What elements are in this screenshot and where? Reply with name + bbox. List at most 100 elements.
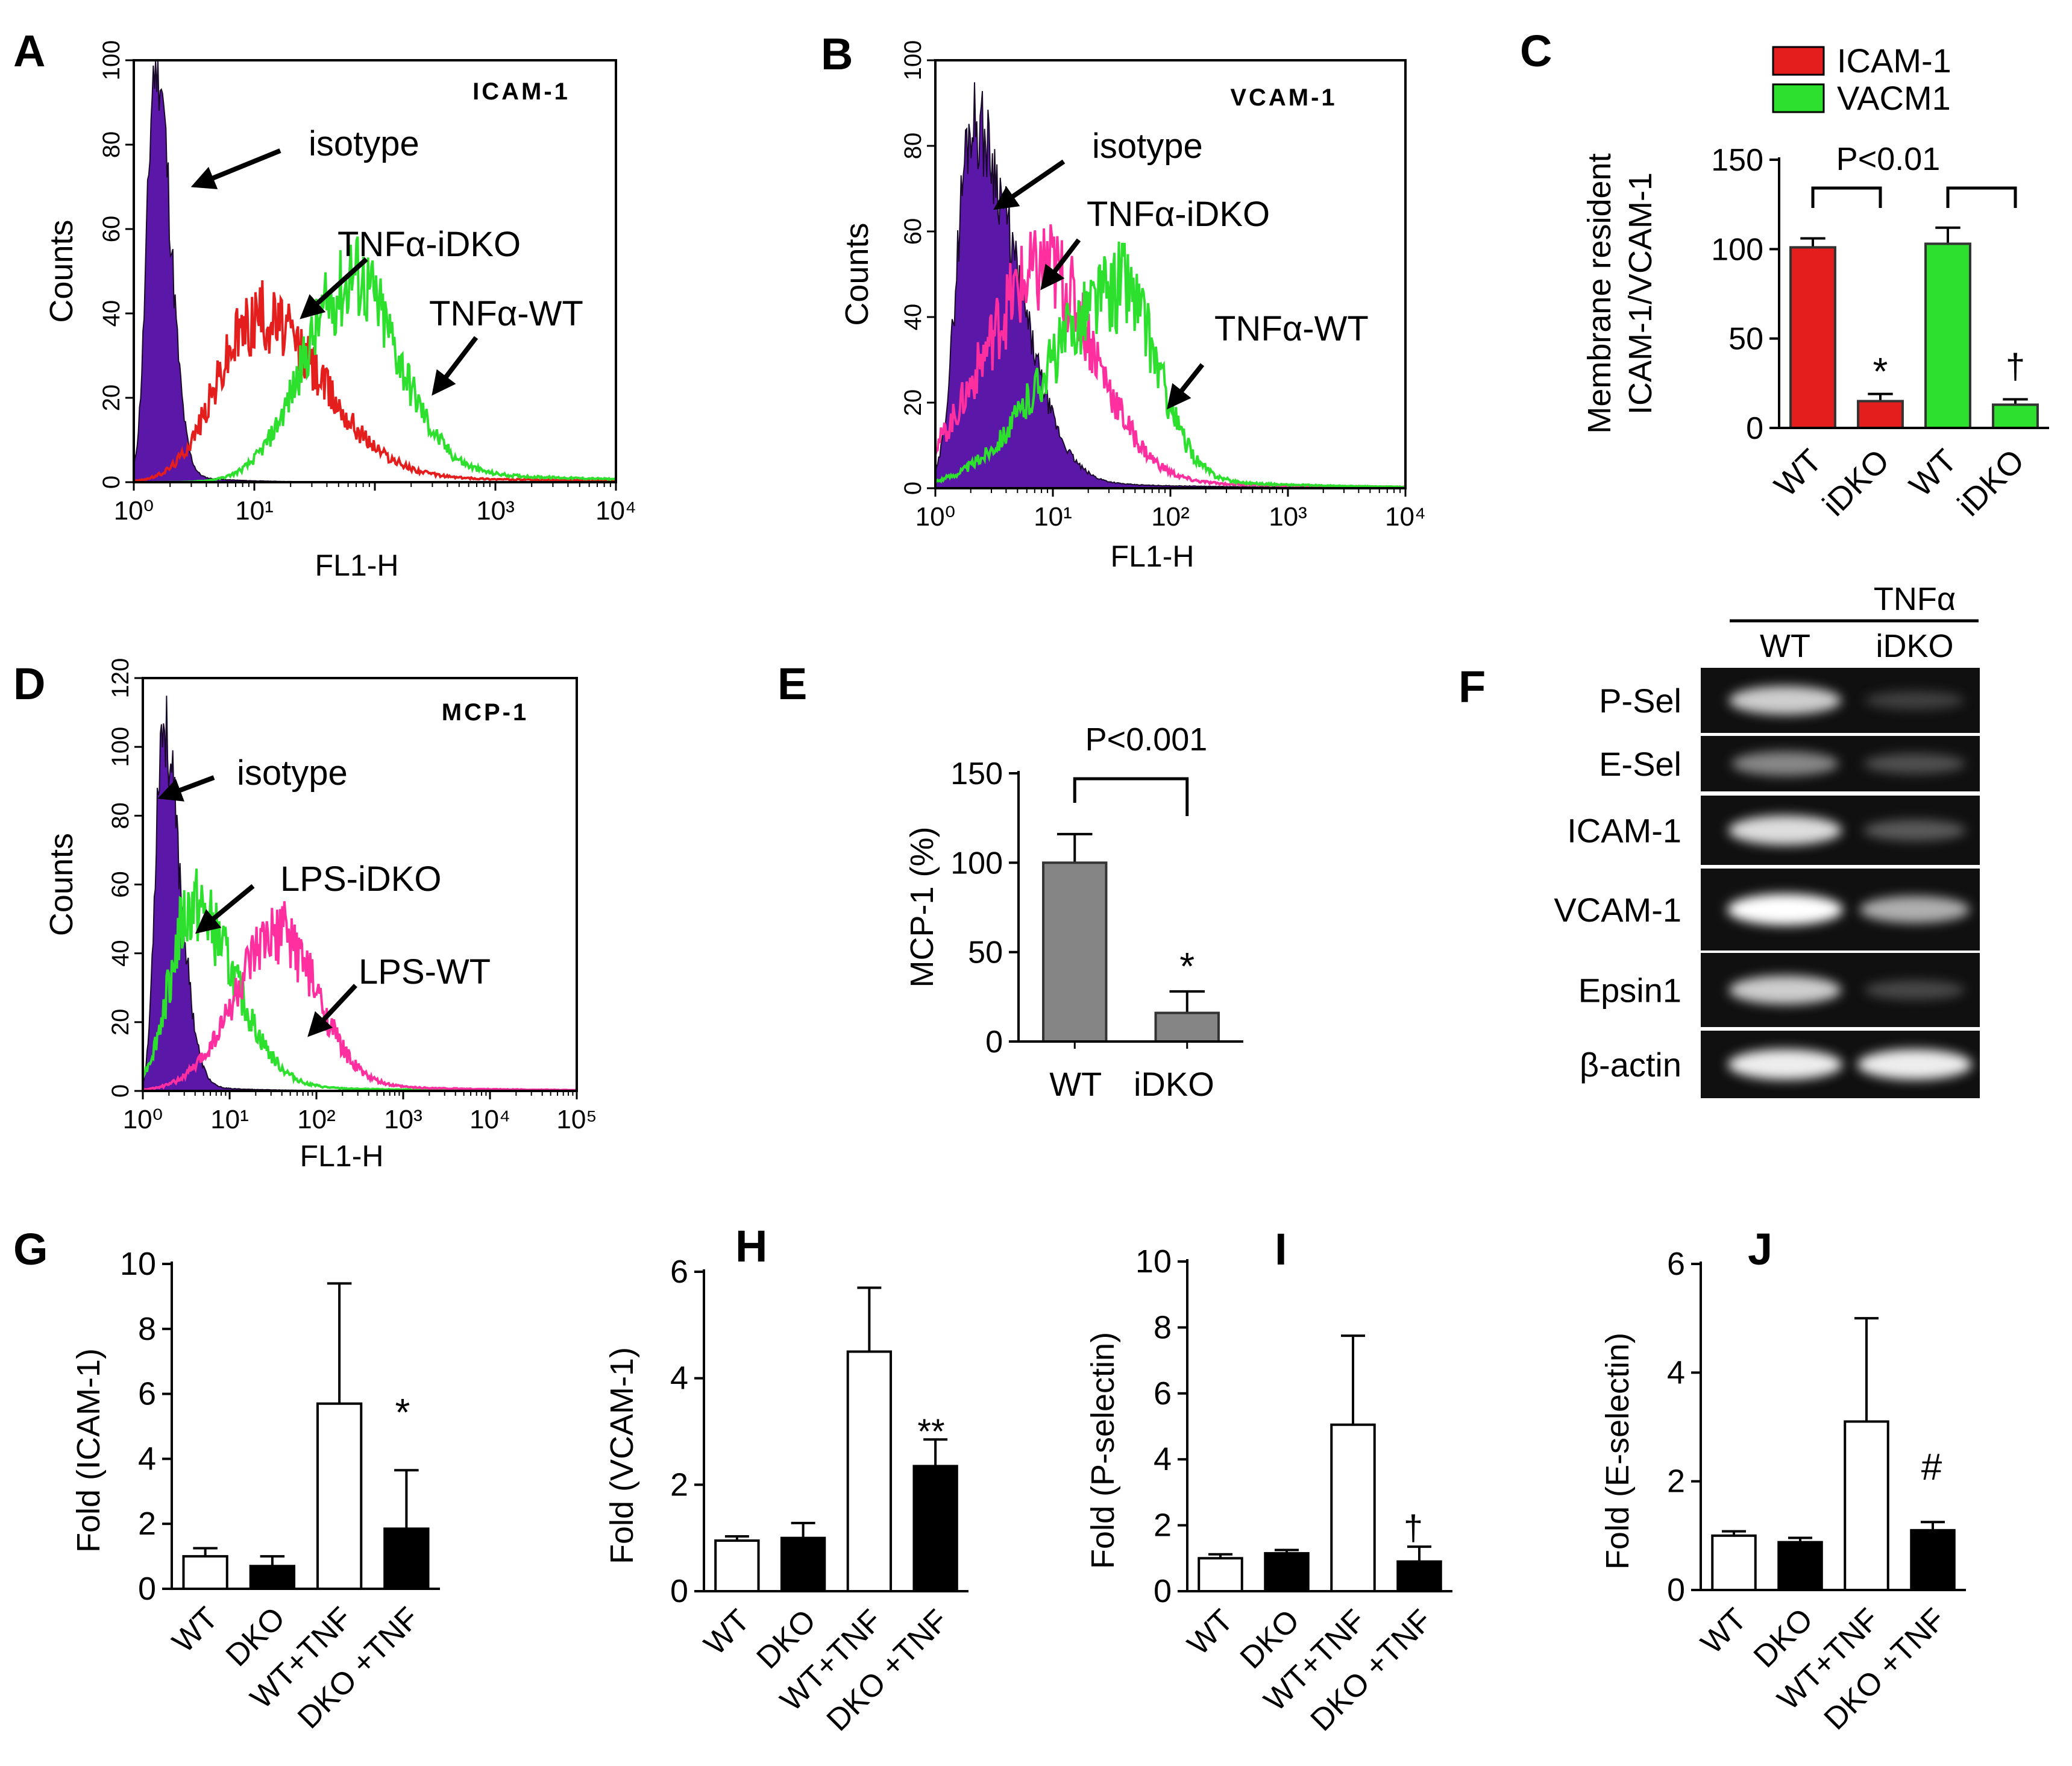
y-axis-label: MCP-1 (%)	[904, 827, 940, 988]
panel-label-D: D	[13, 659, 45, 709]
significance-bracket	[1811, 186, 1882, 208]
y-tick-label: 100	[900, 40, 926, 81]
gel-header: TNFα	[1874, 581, 1956, 617]
y-tick-label: 150	[1711, 143, 1763, 178]
y-tick-label: 0	[1667, 1572, 1685, 1608]
y-tick-label: 20	[107, 1009, 134, 1036]
significance-mark: *	[1873, 350, 1888, 393]
y-tick-label: 100	[1711, 232, 1763, 267]
gel-row-label: ICAM-1	[1567, 812, 1681, 850]
y-tick-label: 120	[107, 658, 134, 699]
bar	[714, 1539, 760, 1592]
legend-swatch	[1772, 83, 1825, 113]
marker-label: VCAM-1	[1230, 84, 1337, 111]
panel-label-A: A	[13, 26, 45, 76]
annotation-arrow	[195, 884, 255, 934]
annotation-label: isotype	[237, 753, 348, 793]
y-tick-label: 0	[670, 1573, 688, 1609]
panel-label-I: I	[1275, 1224, 1287, 1274]
y-tick-label: 60	[107, 871, 134, 898]
significance-mark: †	[2006, 347, 2025, 386]
histogram-panel-D: 0 20 40 60 80 100 120 10⁰ 10¹ 10² 10³ 10⁴ 10⁵ FL1-H Co…	[43, 658, 597, 1173]
y-tick-label: 80	[107, 802, 134, 829]
series-tnfwt-line	[134, 236, 617, 483]
annotation-arrow	[1040, 238, 1081, 291]
gel-panel: TNFα WT iDKO P-Sel E-Sel ICAM-1 VCAM-1 Epsin1 β-…	[1554, 581, 1980, 1098]
bar	[1264, 1552, 1310, 1592]
y-tick-label: 50	[1728, 322, 1763, 357]
y-tick-label: 2	[1154, 1507, 1172, 1544]
x-tick-label: 10³	[1269, 502, 1307, 532]
x-tick-label: 10⁴	[1385, 502, 1426, 532]
y-tick-label: 20	[900, 389, 926, 416]
x-tick-label: iDKO	[1816, 442, 1897, 523]
bar	[316, 1402, 363, 1591]
y-axis-label: Membrane resident	[1581, 153, 1618, 433]
annotation-label: isotype	[309, 124, 419, 163]
lane-label: WT	[1760, 628, 1810, 664]
series-lpswt-line	[142, 901, 577, 1092]
gel-band	[1728, 686, 1842, 715]
bar	[182, 1555, 228, 1591]
significance-mark: †	[1404, 1509, 1423, 1548]
panel-label-C: C	[1520, 26, 1552, 76]
significance-bracket	[1073, 777, 1189, 816]
x-tick-label: 10²	[1151, 502, 1190, 532]
x-tick-label: WT	[166, 1600, 225, 1659]
x-tick-label: 10⁰	[915, 502, 956, 532]
x-tick-label: iDKO	[1951, 442, 2032, 523]
significance-bracket	[1946, 186, 2017, 208]
panel-label-H: H	[735, 1221, 767, 1271]
y-tick-label: 10	[1135, 1243, 1172, 1280]
annotation-label: LPS-WT	[359, 952, 491, 991]
y-axis-label: Counts	[839, 222, 875, 325]
annotation-arrow	[1167, 363, 1205, 410]
y-tick-label: 4	[138, 1441, 156, 1477]
y-tick-label: 100	[107, 727, 134, 767]
y-tick-label: 150	[950, 756, 1003, 791]
y-axis-label: Counts	[43, 833, 80, 936]
x-tick-label: WT	[1049, 1065, 1102, 1103]
x-tick-label: 10⁰	[123, 1105, 163, 1134]
y-tick-label: 6	[138, 1376, 156, 1412]
gel-band	[1864, 980, 1965, 1000]
y-tick-label: 10	[120, 1246, 156, 1282]
significance-mark: #	[1921, 1447, 1942, 1488]
y-axis-label: Counts	[43, 219, 80, 322]
bar	[383, 1527, 430, 1590]
x-tick-label: WT	[697, 1603, 756, 1662]
y-tick-label: 100	[98, 40, 125, 81]
bar	[1198, 1557, 1243, 1593]
bar	[1844, 1420, 1889, 1592]
annotation-label: TNFα-iDKO	[337, 225, 521, 264]
y-tick-label: 8	[1154, 1309, 1172, 1345]
y-tick-label: 6	[1154, 1375, 1172, 1412]
bar	[1330, 1423, 1376, 1592]
panel-label-B: B	[821, 29, 853, 79]
marker-label: MCP-1	[442, 699, 529, 726]
x-tick-label: 10⁰	[114, 496, 154, 526]
gel-band	[1859, 896, 1970, 923]
y-tick-label: 6	[670, 1254, 688, 1290]
bar	[846, 1350, 893, 1592]
y-tick-label: 0	[138, 1571, 156, 1607]
gel-band	[1863, 753, 1966, 774]
histogram-panel-B: 0 20 40 60 80 100 10⁰ 10¹ 10² 10³ 10⁴ FL1-H Counts VC…	[839, 40, 1426, 573]
y-axis-label: Fold (E-selectin)	[1600, 1333, 1636, 1570]
annotation-label: TNFα-WT	[429, 294, 583, 333]
annotation-arrow	[190, 148, 281, 189]
annotation-arrow	[300, 257, 368, 319]
x-tick-label: 10¹	[210, 1105, 249, 1134]
bar	[1992, 403, 2039, 430]
y-tick-label: 20	[98, 385, 125, 412]
lane-label: iDKO	[1876, 628, 1953, 664]
y-tick-label: 0	[900, 482, 926, 495]
x-tick-label: iDKO	[1134, 1065, 1214, 1103]
annotation-arrow	[993, 159, 1066, 210]
y-axis-label: Fold (VCAM-1)	[604, 1347, 640, 1564]
annotation-label: TNFα-iDKO	[1087, 195, 1270, 234]
gel-row-label: VCAM-1	[1554, 891, 1681, 929]
